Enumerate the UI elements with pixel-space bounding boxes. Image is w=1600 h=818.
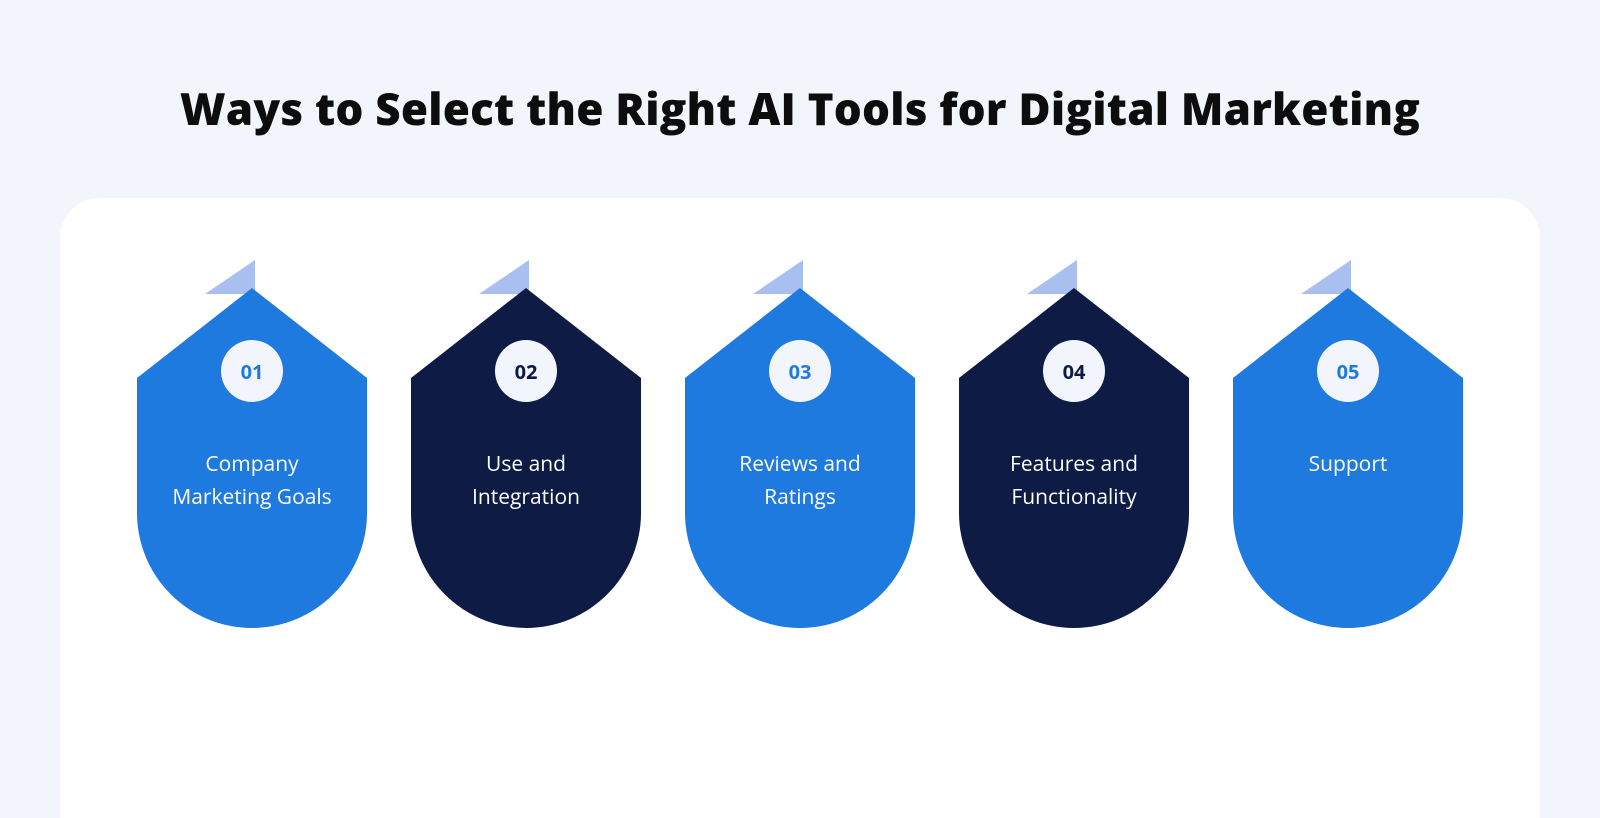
step-number-badge: 05 xyxy=(1317,340,1379,402)
step-number: 03 xyxy=(789,358,812,385)
step-label: Support xyxy=(1233,448,1463,481)
infographic-page: Ways to Select the Right AI Tools for Di… xyxy=(0,0,1600,818)
step-number-badge: 01 xyxy=(221,340,283,402)
step-number: 02 xyxy=(515,358,538,385)
step-5: 05 Support xyxy=(1233,288,1463,628)
step-label: Use and Integration xyxy=(411,448,641,513)
steps-card: 01 Company Marketing Goals 02 Use and In… xyxy=(60,198,1540,818)
step-number: 04 xyxy=(1063,358,1086,385)
step-number-badge: 03 xyxy=(769,340,831,402)
step-4: 04 Features and Functionality xyxy=(959,288,1189,628)
step-number: 05 xyxy=(1337,358,1360,385)
step-1: 01 Company Marketing Goals xyxy=(137,288,367,628)
step-number: 01 xyxy=(241,358,264,385)
step-number-badge: 04 xyxy=(1043,340,1105,402)
step-label: Features and Functionality xyxy=(959,448,1189,513)
step-label: Reviews and Ratings xyxy=(685,448,915,513)
step-2: 02 Use and Integration xyxy=(411,288,641,628)
page-title: Ways to Select the Right AI Tools for Di… xyxy=(180,78,1420,138)
step-label: Company Marketing Goals xyxy=(137,448,367,513)
step-number-badge: 02 xyxy=(495,340,557,402)
step-3: 03 Reviews and Ratings xyxy=(685,288,915,628)
